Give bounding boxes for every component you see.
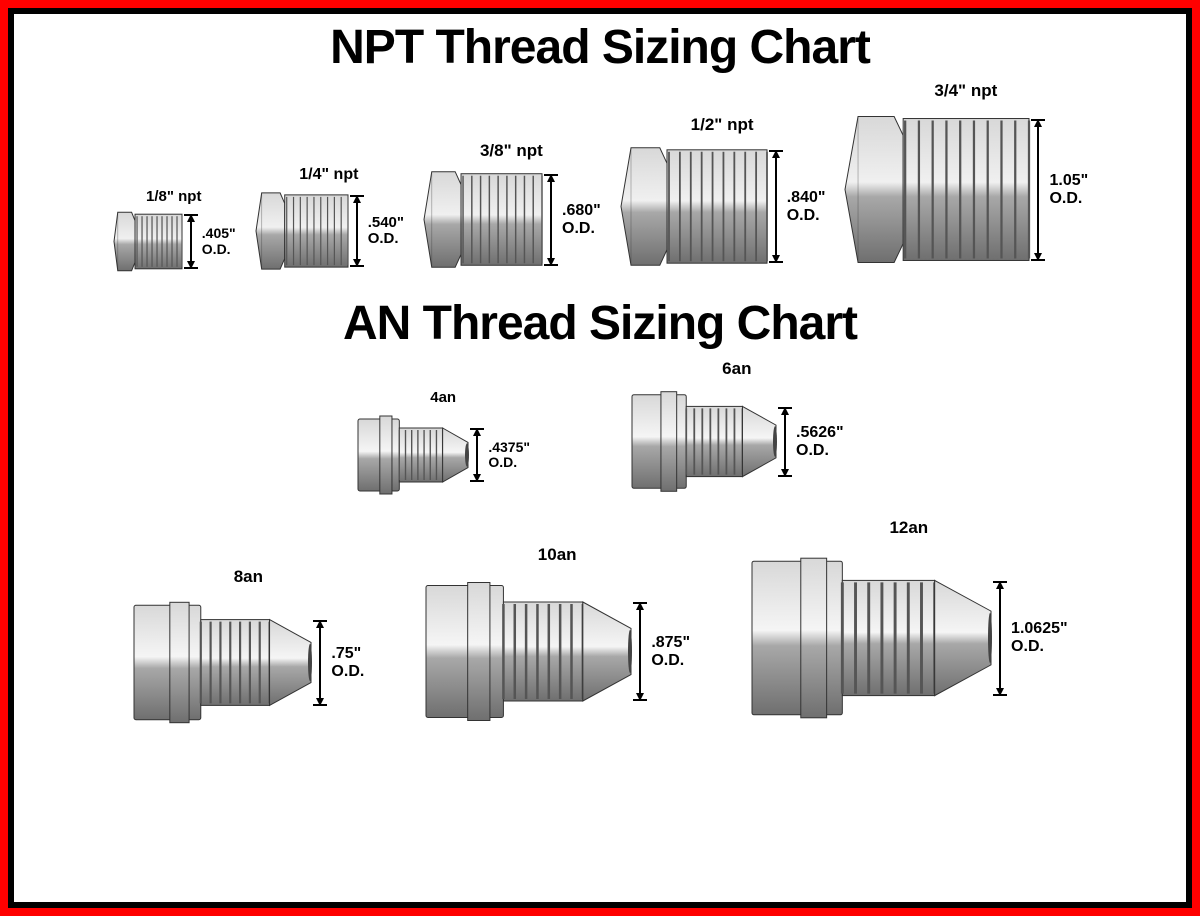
an-fitting-icon [750,542,993,734]
an-fitting-icon [424,569,633,734]
fitting-size-label: 12an [889,518,928,538]
npt-title: NPT Thread Sizing Chart [14,20,1186,75]
dimension-arrow-icon [544,174,558,266]
od-value: .405" [202,226,236,241]
od-suffix: O.D. [787,207,820,225]
fitting-body: .4375" O.D. [356,410,530,500]
npt-fitting-icon [112,209,184,274]
dimension-group: .5626" O.D. [778,407,844,477]
dimension-group: 1.0625" O.D. [993,581,1068,696]
dimension-arrow-icon [1031,119,1045,261]
dimension-arrow-icon [470,428,484,482]
npt-fitting: 1/2" npt .840" O.D. [619,115,826,274]
dimension-arrow-icon [633,602,647,701]
dimension-group: .540" O.D. [350,195,404,267]
fitting-body: .840" O.D. [619,139,826,274]
an-fitting: 4an .4375" [356,389,530,500]
npt-fitting-icon [254,188,350,274]
an-row-1: 4an .4375" [14,359,1186,500]
od-suffix: O.D. [488,455,517,470]
od-value: 1.0625" [1011,620,1068,638]
fitting-body: .875" O.D. [424,569,690,734]
dimension-group: .680" O.D. [544,174,601,266]
od-value: .540" [368,215,404,232]
fitting-body: .680" O.D. [422,165,601,274]
npt-row: 1/8" npt .405" O.D. [14,81,1186,274]
chart-content: NPT Thread Sizing Chart 1/8" npt [14,14,1186,902]
od-suffix: O.D. [651,652,684,670]
fitting-body: .405" O.D. [112,209,236,274]
npt-fitting: 3/8" npt .680" O.D. [422,141,601,274]
inner-border: NPT Thread Sizing Chart 1/8" npt [8,8,1192,908]
dimension-group: .840" O.D. [769,150,826,263]
od-suffix: O.D. [368,231,399,248]
an-fitting: 12an 1.0625" [750,518,1068,734]
od-value: .875" [651,634,690,652]
dimension-group: .875" O.D. [633,602,690,701]
dimension-group: .75" O.D. [313,620,364,706]
od-suffix: O.D. [1049,190,1082,208]
od-value: .5626" [796,424,844,442]
an-fitting: 8an .75" [132,567,364,734]
dimension-group: .405" O.D. [184,214,236,269]
fitting-size-label: 10an [538,545,577,565]
fitting-size-label: 4an [430,389,456,406]
od-value: 1.05" [1049,172,1088,190]
dimension-arrow-icon [350,195,364,267]
an-fitting-icon [132,591,313,734]
npt-fitting: 1/4" npt .540" O.D. [254,166,404,274]
npt-fitting-icon [422,165,544,274]
an-row-2: 8an .75" [14,518,1186,734]
npt-fitting-icon [619,139,769,274]
fitting-body: .540" O.D. [254,188,404,274]
dimension-arrow-icon [313,620,327,706]
fitting-size-label: 1/2" npt [691,115,754,135]
fitting-size-label: 1/4" npt [299,166,358,184]
od-value: .680" [562,202,601,220]
fitting-body: 1.0625" O.D. [750,542,1068,734]
fitting-size-label: 3/4" npt [934,81,997,101]
an-fitting: 6an .5626" [630,359,844,500]
od-suffix: O.D. [1011,638,1044,656]
dimension-group: 1.05" O.D. [1031,119,1088,261]
fitting-size-label: 6an [722,359,751,379]
an-fitting-icon [356,410,470,500]
fitting-body: 1.05" O.D. [843,105,1088,274]
od-suffix: O.D. [796,442,829,460]
dimension-arrow-icon [769,150,783,263]
an-fitting: 10an .875" [424,545,690,734]
npt-fitting: 1/8" npt .405" O.D. [112,188,236,274]
fitting-size-label: 1/8" npt [146,188,201,205]
od-suffix: O.D. [331,663,364,681]
od-suffix: O.D. [202,242,231,257]
od-suffix: O.D. [562,220,595,238]
fitting-body: .75" O.D. [132,591,364,734]
od-value: .75" [331,645,361,663]
fitting-body: .5626" O.D. [630,383,844,500]
dimension-arrow-icon [993,581,1007,696]
od-value: .4375" [488,440,530,455]
npt-fitting: 3/4" npt 1.05" O.D. [843,81,1088,274]
an-title: AN Thread Sizing Chart [14,296,1186,351]
od-value: .840" [787,189,826,207]
fitting-size-label: 8an [234,567,263,587]
dimension-arrow-icon [184,214,198,269]
npt-fitting-icon [843,105,1031,274]
fitting-size-label: 3/8" npt [480,141,543,161]
an-fitting-icon [630,383,778,500]
dimension-arrow-icon [778,407,792,477]
dimension-group: .4375" O.D. [470,428,530,482]
